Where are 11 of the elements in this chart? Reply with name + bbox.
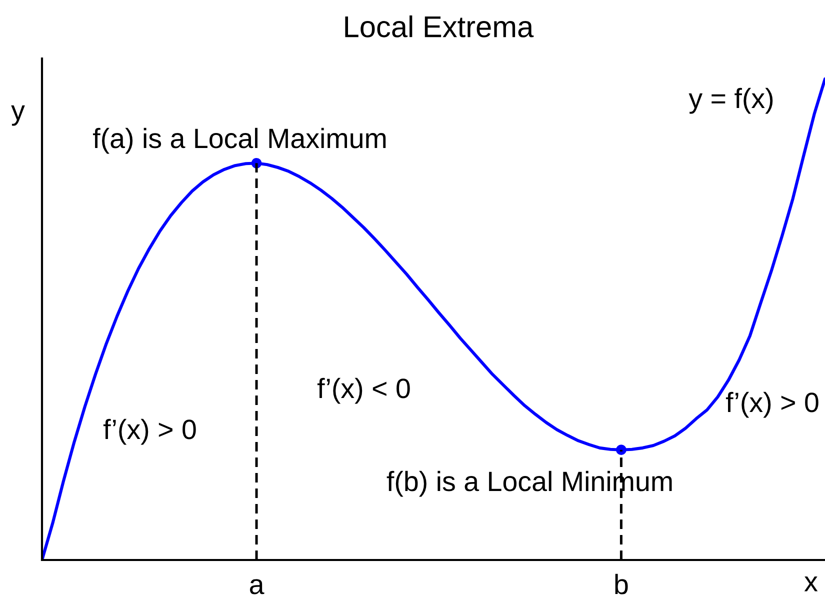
x-axis-title: x [804, 576, 818, 592]
annotation: f(a) is a Local Maximum [92, 128, 386, 154]
annotation: f’(x) > 0 [726, 392, 818, 418]
chart-title: Local Extrema [345, 15, 534, 38]
annotation: y = f(x) [688, 88, 773, 114]
x-tick-label: b [615, 574, 628, 594]
annotation: f’(x) < 0 [317, 378, 410, 404]
y-axis-title: y [11, 105, 25, 126]
annotation: f’(x) > 0 [103, 418, 196, 445]
x-tick-label: a [250, 579, 264, 594]
annotation: f(b) is a Local Minimum [386, 470, 672, 497]
